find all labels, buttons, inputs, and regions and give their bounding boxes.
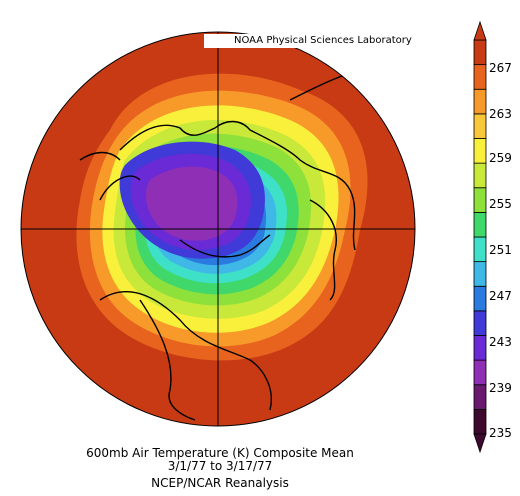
- polar-map: [21, 32, 415, 426]
- colorbar-tick-label: 255: [489, 197, 512, 211]
- colorbar-swatch: [473, 384, 487, 410]
- colorbar-swatch: [473, 138, 487, 164]
- colorbar-swatch: [473, 359, 487, 386]
- colorbar-swatch: [473, 39, 487, 66]
- colorbar-swatch: [473, 64, 487, 90]
- zone-purple: [146, 166, 238, 241]
- caption-title: 600mb Air Temperature (K) Composite Mean: [86, 446, 354, 460]
- caption-dates: 3/1/77 to 3/17/77: [167, 459, 273, 473]
- colorbar-tick-label: 239: [489, 381, 512, 395]
- colorbar-swatch: [473, 162, 487, 189]
- colorbar-tick-label: 259: [489, 151, 512, 165]
- map-border: [20, 31, 416, 427]
- colorbar-swatch: [473, 236, 487, 263]
- colorbar-swatch: [473, 261, 487, 287]
- caption-source: NCEP/NCAR Reanalysis: [151, 476, 289, 490]
- colorbar-tick-label: 247: [489, 289, 512, 303]
- colorbar-tick-label: 251: [489, 243, 512, 257]
- colorbar-tick-label: 235: [489, 426, 512, 440]
- credit-label: NOAA Physical Sciences Laboratory: [204, 34, 414, 48]
- colorbar-tick-label: 263: [489, 107, 512, 121]
- colorbar-tick-label: 243: [489, 335, 512, 349]
- colorbar-tick-label: 267: [489, 61, 512, 75]
- colorbar-swatch: [473, 211, 487, 238]
- colorbar-swatch: [473, 187, 487, 213]
- coastlines: [79, 74, 356, 421]
- colorbar-swatch: [473, 335, 487, 361]
- colorbar-swatch: [473, 113, 487, 139]
- colorbar-bottom-arrow: [473, 433, 487, 454]
- colorbar-top-arrow: [473, 20, 487, 41]
- colorbar-swatch: [473, 408, 487, 435]
- colorbar-swatch: [473, 88, 487, 115]
- colorbar: [473, 20, 487, 454]
- colorbar-swatch: [473, 285, 487, 312]
- colorbar-swatch: [473, 310, 487, 336]
